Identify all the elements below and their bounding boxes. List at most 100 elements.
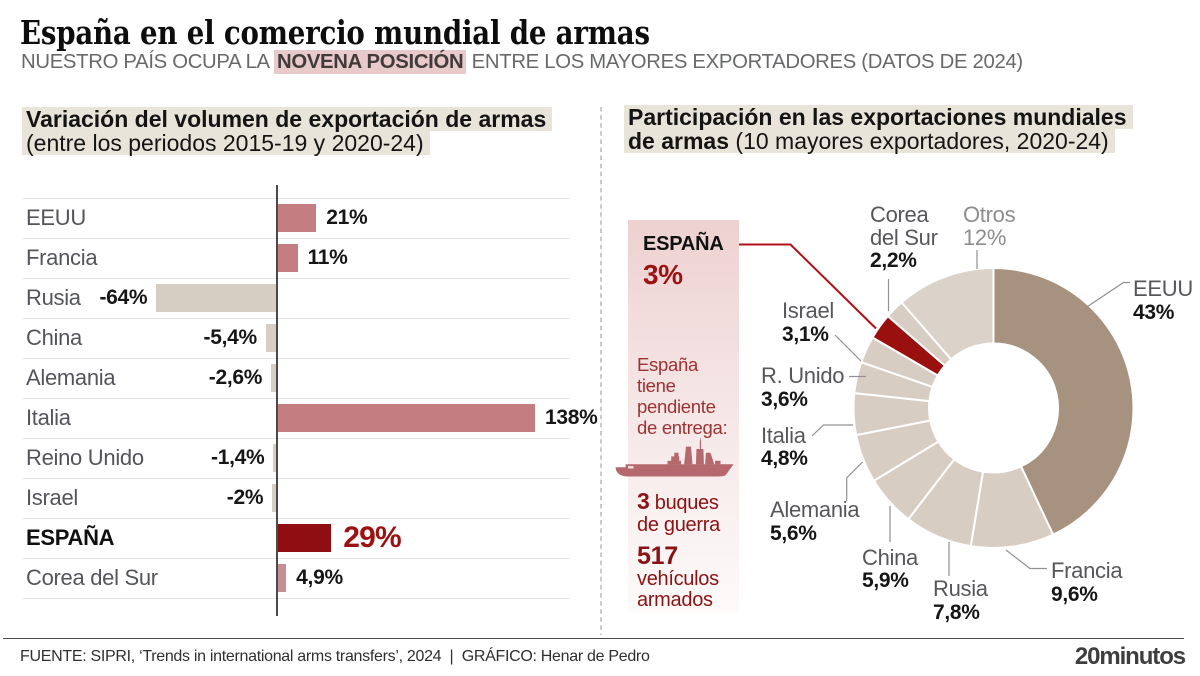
donut-label-israel: Israel 3,1% [782,298,834,346]
bar-value-label: 29% [343,521,401,554]
bar [156,284,276,312]
donut-label-value: 3,6% [761,387,808,411]
row-separator [23,358,570,359]
bar [277,524,332,552]
callout-vehicles-number: 517 [637,542,678,570]
donut-label-value: 5,6% [770,521,817,545]
row-separator [23,198,570,199]
bar [272,484,276,512]
bar [277,404,536,432]
row-separator [23,518,570,519]
bar [271,364,276,392]
donut-label-name: Rusia [933,576,988,601]
donut-label-name: Otros [963,202,1016,227]
donut-label-name: del Sur [870,224,938,250]
donut-heading-bold-line1: Participación en las exportaciones mundi… [628,104,1127,130]
bar-value-label: -2,6% [208,366,263,389]
bar [277,244,298,272]
bar-value-label: -5,4% [203,326,258,349]
bar-category-label: Alemania [26,365,116,390]
donut-label-corea-del-sur: Corea del Sur 2,2% [870,202,938,272]
bar [277,204,317,232]
brand-logo: 20minutos [1074,643,1186,670]
donut-heading-note: (10 mayores exportadores, 2020-24) [729,128,1109,154]
donut-slice-otros [900,266,995,361]
bar-chart-heading-bold: Variación del volumen de exportación de … [26,106,547,132]
bar-value-label: 4,9% [296,566,343,589]
row-separator [23,558,570,559]
callout-country-label: ESPAÑA [643,233,724,255]
bar-value-label: 11% [307,246,348,269]
donut-label-francia: Francia 9,6% [1051,559,1123,606]
subtitle-pre: NUESTRO PAÍS OCUPA LA [21,51,274,73]
spain-callout-box [628,220,739,612]
label-connector [846,461,864,501]
footer-divider [3,638,1184,639]
donut-label-value: 43% [1133,300,1175,324]
donut-label-name: Alemania [770,497,860,522]
bar-chart: EEUU 21% Francia 11% Rusia -64% China -5,4% Alem… [23,185,598,616]
bar-category-label: ESPAÑA [26,525,115,550]
donut-label-value: 7,8% [933,600,980,624]
source-credit: FUENTE: SIPRI, ‘Trends in international … [20,648,650,665]
subtitle: NUESTRO PAÍS OCUPA LA NOVENA POSICIÓN EN… [21,50,1024,74]
bar-value-label: -1,4% [211,446,265,469]
bar-category-label: Corea del Sur [26,565,158,590]
donut-label-name: Corea [870,202,929,227]
bar-category-label: EEUU [26,205,86,230]
bar-value-label: -64% [99,286,148,309]
donut-label-value: 3,1% [782,322,829,346]
bar [265,324,276,352]
donut-label-name: Israel [782,298,834,323]
bar [277,564,287,592]
donut-label-value: 4,8% [761,447,808,470]
donut-label-otros: Otros 12% [963,202,1016,250]
callout-ships-label: buques de guerra [637,492,720,536]
row-separator [23,438,570,439]
donut-label-value: 9,6% [1051,582,1098,606]
bar-category-label: Israel [26,485,78,510]
subtitle-post: ENTRE LOS MAYORES EXPORTADORES (DATOS DE… [466,51,1024,73]
label-connector [811,424,853,437]
row-separator [23,478,570,479]
row-separator [23,598,570,599]
label-connector [1005,549,1047,570]
donut-chart-heading: Participación en las exportaciones mundi… [624,105,1133,153]
donut-label-rusia: Rusia 7,8% [933,576,988,624]
donut-label-name: EEUU [1133,276,1193,301]
bar-value-label: 138% [545,406,598,429]
donut-label-italia: Italia 4,8% [761,424,808,470]
bar-value-label: 21% [326,206,368,229]
spain-callout-connector [736,243,877,330]
bar-category-label: Rusia [26,285,81,310]
donut-label-name: R. Unido [761,363,845,388]
label-connector [1087,281,1130,307]
donut-label-alemania: Alemania 5,6% [770,497,860,545]
donut-label-value: 5,9% [862,569,909,592]
donut-label-value: 12% [963,224,1007,250]
bar [273,444,276,472]
bar-category-label: Italia [26,405,71,430]
row-separator [23,238,570,239]
bar-axis [276,185,278,616]
bar-value-label: -2% [226,486,264,509]
callout-pending-text: España tiene pendiente de entrega: [637,354,728,438]
donut-slice-eeuu [992,266,1135,537]
donut-label-r-unido: R. Unido 3,6% [761,363,845,411]
subtitle-highlight: NOVENA POSICIÓN [274,50,467,74]
row-separator [23,318,570,319]
donut-label-eeuu: EEUU 43% [1133,276,1193,324]
callout-ships-number: 3 [637,488,650,514]
bar-category-label: Reino Unido [26,445,144,470]
callout-share-value: 3% [643,259,683,290]
warship-icon [615,430,740,480]
donut-heading-bold-line2: de armas [628,128,730,154]
callout-vehicles-label: vehículos armados [637,568,719,611]
donut-label-value: 2,2% [870,249,917,272]
row-separator [23,278,570,279]
bar-category-label: Francia [26,245,98,270]
bar-chart-heading-note: (entre los periodos 2015-19 y 2020-24) [22,131,430,155]
page-title: España en el comercio mundial de armas [20,13,650,52]
